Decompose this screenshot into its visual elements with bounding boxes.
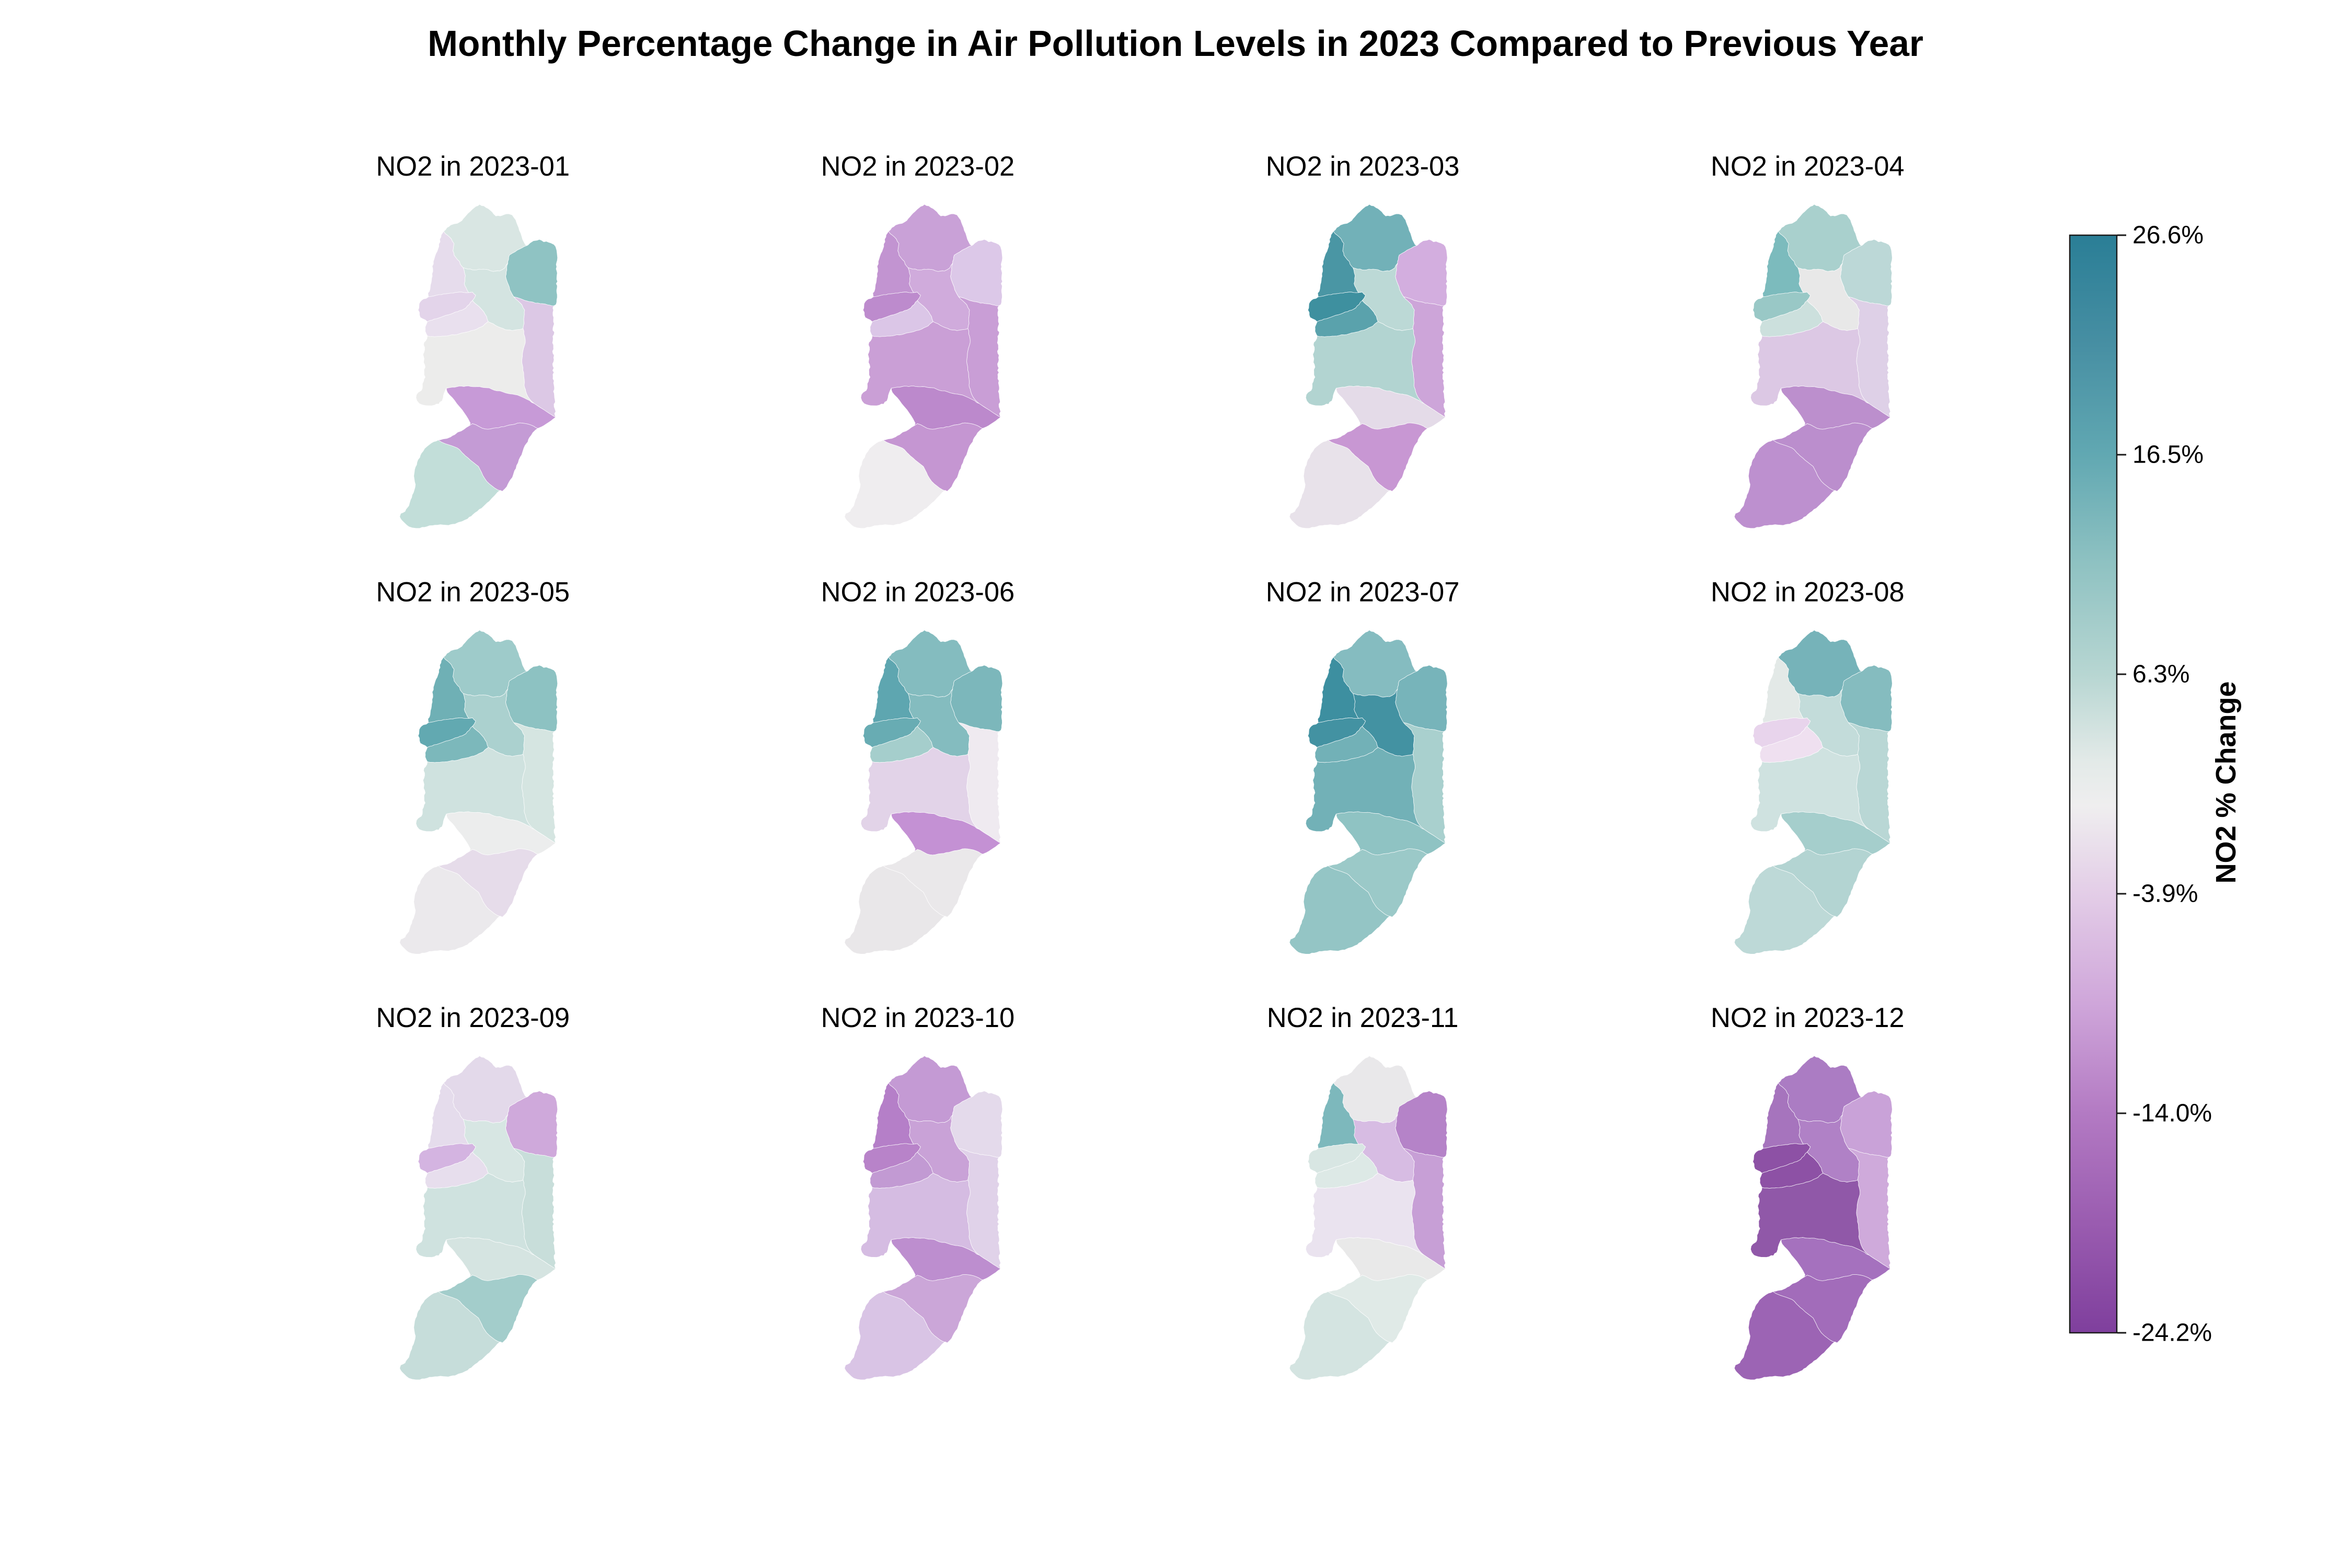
svg-text:NO2 in 2023-11: NO2 in 2023-11 (1267, 1002, 1459, 1033)
svg-text:-14.0%: -14.0% (2132, 1100, 2212, 1127)
svg-text:NO2 in 2023-10: NO2 in 2023-10 (821, 1002, 1015, 1033)
svg-text:NO2 in 2023-12: NO2 in 2023-12 (1711, 1002, 1905, 1033)
svg-text:NO2 in 2023-07: NO2 in 2023-07 (1266, 577, 1460, 608)
svg-text:26.6%: 26.6% (2132, 222, 2204, 249)
svg-text:NO2 in 2023-05: NO2 in 2023-05 (376, 577, 570, 608)
svg-text:-24.2%: -24.2% (2132, 1319, 2212, 1347)
svg-text:NO2 in 2023-08: NO2 in 2023-08 (1711, 577, 1905, 608)
svg-text:NO2 in 2023-06: NO2 in 2023-06 (821, 577, 1015, 608)
svg-text:-3.9%: -3.9% (2132, 880, 2198, 908)
svg-text:NO2 in 2023-01: NO2 in 2023-01 (376, 151, 570, 182)
svg-text:NO2 in 2023-02: NO2 in 2023-02 (821, 151, 1015, 182)
svg-text:Monthly Percentage Change in A: Monthly Percentage Change in Air Polluti… (428, 23, 1923, 64)
svg-text:NO2 % Change: NO2 % Change (2210, 681, 2242, 883)
svg-text:NO2 in 2023-04: NO2 in 2023-04 (1711, 151, 1905, 182)
svg-text:NO2 in 2023-09: NO2 in 2023-09 (376, 1002, 570, 1033)
svg-text:16.5%: 16.5% (2132, 441, 2204, 469)
svg-text:NO2 in 2023-03: NO2 in 2023-03 (1266, 151, 1460, 182)
svg-text:6.3%: 6.3% (2132, 661, 2189, 688)
